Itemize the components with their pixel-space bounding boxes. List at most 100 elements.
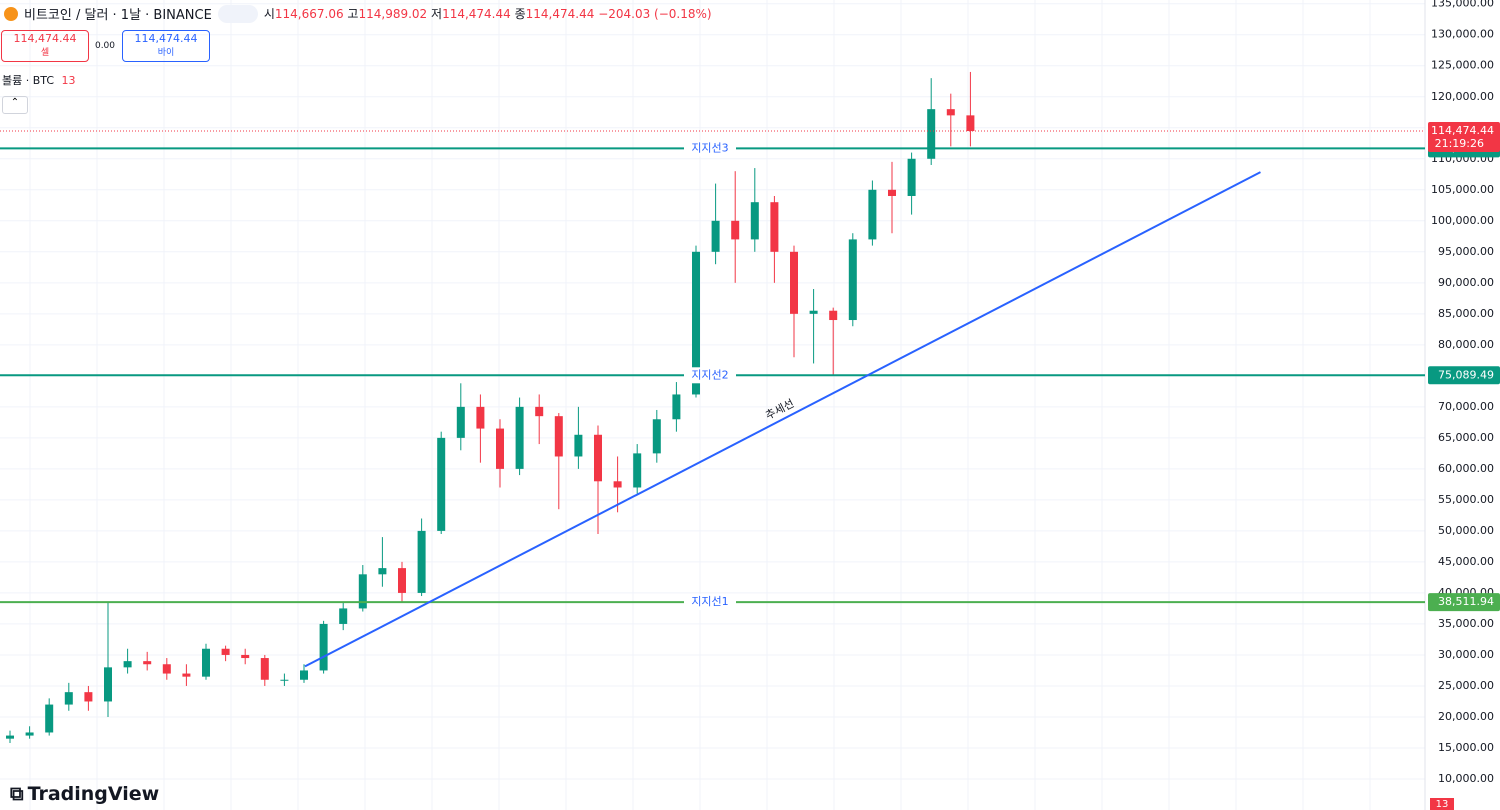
status-badge[interactable] (217, 4, 258, 23)
candle-body (143, 661, 152, 665)
change: −204.03 (−0.18%) (598, 7, 712, 21)
candle-body (515, 406, 524, 469)
y-tick-label: 25,000.00 (1438, 679, 1494, 692)
candle-body (25, 732, 34, 736)
candle-body (84, 692, 93, 702)
candle-body (496, 428, 504, 469)
y-tick-label: 60,000.00 (1438, 462, 1494, 475)
candle-body (378, 568, 387, 575)
volume-tag-label: 13 (1436, 799, 1449, 810)
ohlc-value: 114,474.44 (442, 7, 511, 21)
candle-body (358, 574, 367, 609)
y-tick-label: 45,000.00 (1438, 555, 1494, 568)
candle-body (848, 239, 857, 321)
candle-body (476, 406, 485, 429)
y-tick-label: 85,000.00 (1438, 307, 1494, 320)
candle-body (162, 664, 171, 674)
level-label-bg (684, 594, 736, 611)
sell-price: 114,474.44 (13, 32, 77, 45)
price-tag (1428, 366, 1500, 385)
candle-body (554, 416, 563, 457)
candle-body (221, 648, 230, 655)
last-price-tag (1428, 122, 1500, 153)
candle-body (711, 220, 720, 252)
last-price-label: 114,474.44 (1431, 124, 1494, 137)
y-tick-label: 65,000.00 (1438, 431, 1494, 444)
y-tick-label: 80,000.00 (1438, 338, 1494, 351)
candle-body (6, 735, 14, 739)
candle-body (613, 481, 622, 488)
candle-body (535, 406, 544, 417)
candle-body (123, 661, 132, 668)
candle-body (770, 202, 779, 252)
ohlc-value: 114,474.44 (525, 7, 595, 21)
candle-body (339, 608, 348, 624)
candle-body (692, 251, 700, 395)
countdown: 21:19:26 (1435, 137, 1484, 150)
y-tick-label: 15,000.00 (1438, 741, 1494, 754)
level-label: 지지선2 (691, 368, 728, 381)
y-tick-label: 100,000.00 (1431, 214, 1494, 227)
ohlc-value: 114,989.02 (358, 7, 428, 21)
candle-body (888, 189, 896, 196)
watermark: ⧉ TradingView (10, 783, 160, 805)
candle-body (731, 220, 740, 240)
price-tag-label: 38,511.94 (1438, 595, 1494, 608)
volume-legend: 볼륨 · BTC 13 (2, 72, 76, 88)
candle-body (907, 158, 916, 196)
spread: 0.00 (94, 41, 116, 51)
candle-body (594, 434, 602, 482)
candle-body (927, 109, 936, 159)
volume-label: 볼륨 · BTC (2, 74, 55, 87)
ohlc-key: 종 (514, 7, 526, 21)
candle-body (64, 692, 73, 705)
candle-body (437, 437, 446, 531)
candle-body (319, 623, 328, 671)
candle-body (652, 419, 661, 454)
y-tick-label: 95,000.00 (1438, 245, 1494, 258)
candle-body (417, 530, 426, 593)
y-tick-label: 55,000.00 (1438, 493, 1494, 506)
candle-body (868, 189, 877, 240)
candle-body (809, 310, 818, 314)
trendline-label: 추세선 (763, 397, 796, 423)
candle-body (45, 704, 54, 733)
level-label: 지지선3 (691, 141, 728, 154)
candle-body (966, 115, 975, 132)
trendline (304, 171, 1261, 668)
buy-label: 바이 (157, 48, 175, 58)
level-label: 지지선1 (691, 595, 728, 608)
collapse-button[interactable]: ⌃ (2, 96, 28, 114)
header: 비트코인 / 달러 · 1날 · BINANCE 시114,667.06 고11… (4, 4, 712, 23)
buy-button[interactable]: 114,474.44 바이 (122, 30, 210, 62)
candle-body (104, 667, 112, 702)
volume-value: 13 (61, 74, 76, 87)
symbol[interactable]: 비트코인 / 달러 · 1날 · BINANCE (24, 8, 212, 23)
y-tick-label: 35,000.00 (1438, 617, 1494, 630)
ohlc-key: 시 (263, 7, 275, 21)
y-tick-label: 10,000.00 (1438, 772, 1494, 785)
candle-body (750, 202, 759, 240)
candle-body (946, 109, 955, 116)
candle-body (241, 654, 250, 659)
y-tick-label: 90,000.00 (1438, 276, 1494, 289)
ohlc-key: 고 (347, 7, 359, 21)
candle-body (202, 648, 210, 677)
sell-button[interactable]: 114,474.44 셀 (1, 30, 89, 62)
candle-body (260, 658, 269, 680)
y-tick-label: 50,000.00 (1438, 524, 1494, 537)
y-tick-label: 125,000.00 (1431, 59, 1494, 72)
candle-body (574, 434, 583, 457)
candle-body (829, 310, 838, 321)
price-tag (1428, 593, 1500, 612)
y-tick-label: 130,000.00 (1431, 28, 1494, 41)
volume-tag (1430, 798, 1454, 810)
level-label-bg (684, 367, 736, 384)
candle-body (280, 679, 289, 681)
buy-price: 114,474.44 (134, 32, 198, 45)
y-tick-label: 105,000.00 (1431, 183, 1494, 196)
ohlc-key: 저 (431, 7, 443, 21)
y-tick-label: 20,000.00 (1438, 710, 1494, 723)
